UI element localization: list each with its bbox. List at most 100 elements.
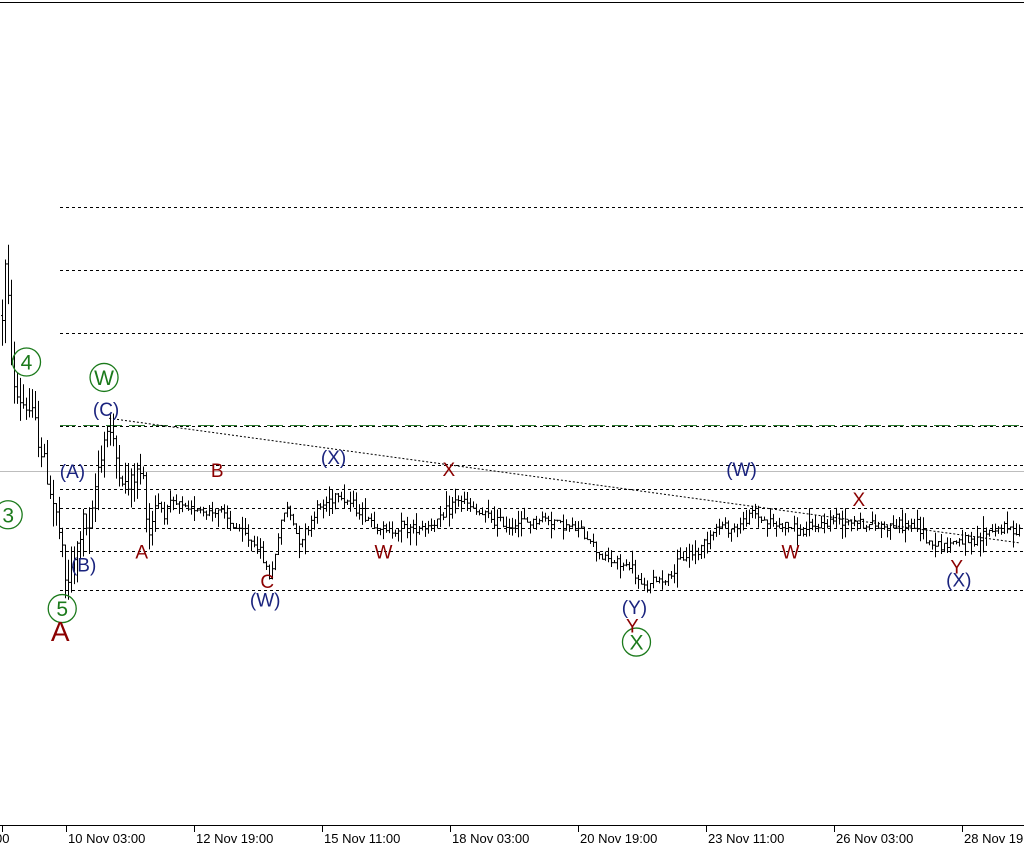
price-bar [229, 510, 232, 531]
price-bar [184, 502, 187, 508]
price-bar [961, 529, 964, 545]
circled-wave-label: 5 [47, 593, 77, 624]
price-bar [1006, 511, 1009, 534]
x-tick-label: 28 Nov 19 [964, 831, 1023, 846]
price-bar [649, 582, 652, 594]
price-bar [562, 514, 565, 540]
price-bar [940, 533, 943, 554]
price-bar [382, 521, 385, 540]
price-bar [418, 525, 421, 535]
price-bar [625, 559, 628, 567]
price-bar [616, 555, 619, 570]
price-bar [646, 580, 649, 593]
price-bar [934, 532, 937, 558]
price-bar [976, 525, 979, 546]
price-bar [145, 472, 148, 533]
price-bar [352, 490, 355, 508]
price-bar [652, 569, 655, 589]
price-bar [226, 505, 229, 529]
x-tick-label: 18 Nov 03:00 [452, 831, 529, 846]
price-bar [79, 531, 82, 559]
price-bar [103, 431, 106, 478]
price-bar [790, 527, 793, 530]
price-bar [58, 496, 61, 540]
price-bar [820, 515, 823, 529]
price-bar [151, 510, 154, 546]
price-bar [307, 525, 310, 536]
major-wave-label: A [51, 616, 70, 647]
price-bar [610, 550, 613, 567]
price-bar [511, 517, 514, 536]
price-bar [958, 538, 961, 547]
price-bar [64, 544, 67, 599]
price-bar [235, 522, 238, 529]
price-bar [238, 524, 241, 532]
price-bar [205, 510, 208, 520]
price-bar [133, 463, 136, 502]
minor-wave-label: Y [950, 558, 963, 579]
price-bar [748, 509, 751, 525]
primary-wave-label: (C) [93, 400, 119, 421]
price-bar [637, 574, 640, 589]
price-bar [613, 559, 616, 564]
price-bar [343, 484, 346, 508]
price-bar [85, 513, 88, 536]
price-bar [394, 529, 397, 537]
price-bar [331, 489, 334, 515]
price-bar [892, 515, 895, 529]
price-bar [736, 523, 739, 538]
price-bar [514, 519, 517, 534]
price-bar [472, 501, 475, 509]
price-bar [1009, 526, 1012, 531]
price-bar [988, 529, 991, 537]
price-bar [715, 523, 718, 537]
price-bar [268, 564, 271, 580]
price-bar [7, 244, 10, 305]
price-bar [304, 523, 307, 555]
price-bar [901, 509, 904, 534]
price-bar [49, 475, 52, 499]
price-bar [985, 527, 988, 546]
price-bar [877, 521, 880, 529]
price-bar [775, 521, 778, 537]
price-bar [232, 522, 235, 529]
price-bar [220, 505, 223, 513]
price-bar [445, 491, 448, 518]
price-bar [964, 532, 967, 556]
price-bar [535, 515, 538, 530]
price-bar [31, 389, 34, 418]
price-bar [391, 521, 394, 539]
price-bar [838, 513, 841, 525]
price-bar [547, 515, 550, 526]
x-tick-label: 23 Nov 11:00 [708, 831, 784, 846]
price-bar [913, 518, 916, 529]
price-bar [112, 413, 115, 447]
price-bar [712, 531, 715, 541]
minor-wave-label: W [375, 542, 393, 563]
price-bar [262, 541, 265, 564]
x-tick-label: 10 Nov 03:00 [68, 831, 145, 846]
price-bar [478, 509, 481, 516]
price-bar [703, 538, 706, 559]
price-bar [526, 516, 529, 523]
price-bar [202, 506, 205, 517]
price-bar [967, 534, 970, 544]
price-bar [832, 515, 835, 525]
price-bar [415, 513, 418, 546]
price-bar [25, 397, 28, 420]
price-bar [598, 551, 601, 560]
price-bar [631, 550, 634, 574]
price-bar [448, 495, 451, 527]
price-bar [328, 486, 331, 517]
primary-wave-label: (X) [321, 448, 346, 469]
price-bar [67, 559, 70, 600]
price-bar [16, 373, 19, 404]
price-bar [586, 531, 589, 541]
price-bar [91, 500, 94, 529]
price-bar [778, 517, 781, 529]
price-bar [760, 516, 763, 523]
price-bar [784, 521, 787, 536]
price-bar [82, 509, 85, 557]
price-bar [454, 488, 457, 514]
price-bar [919, 516, 922, 542]
